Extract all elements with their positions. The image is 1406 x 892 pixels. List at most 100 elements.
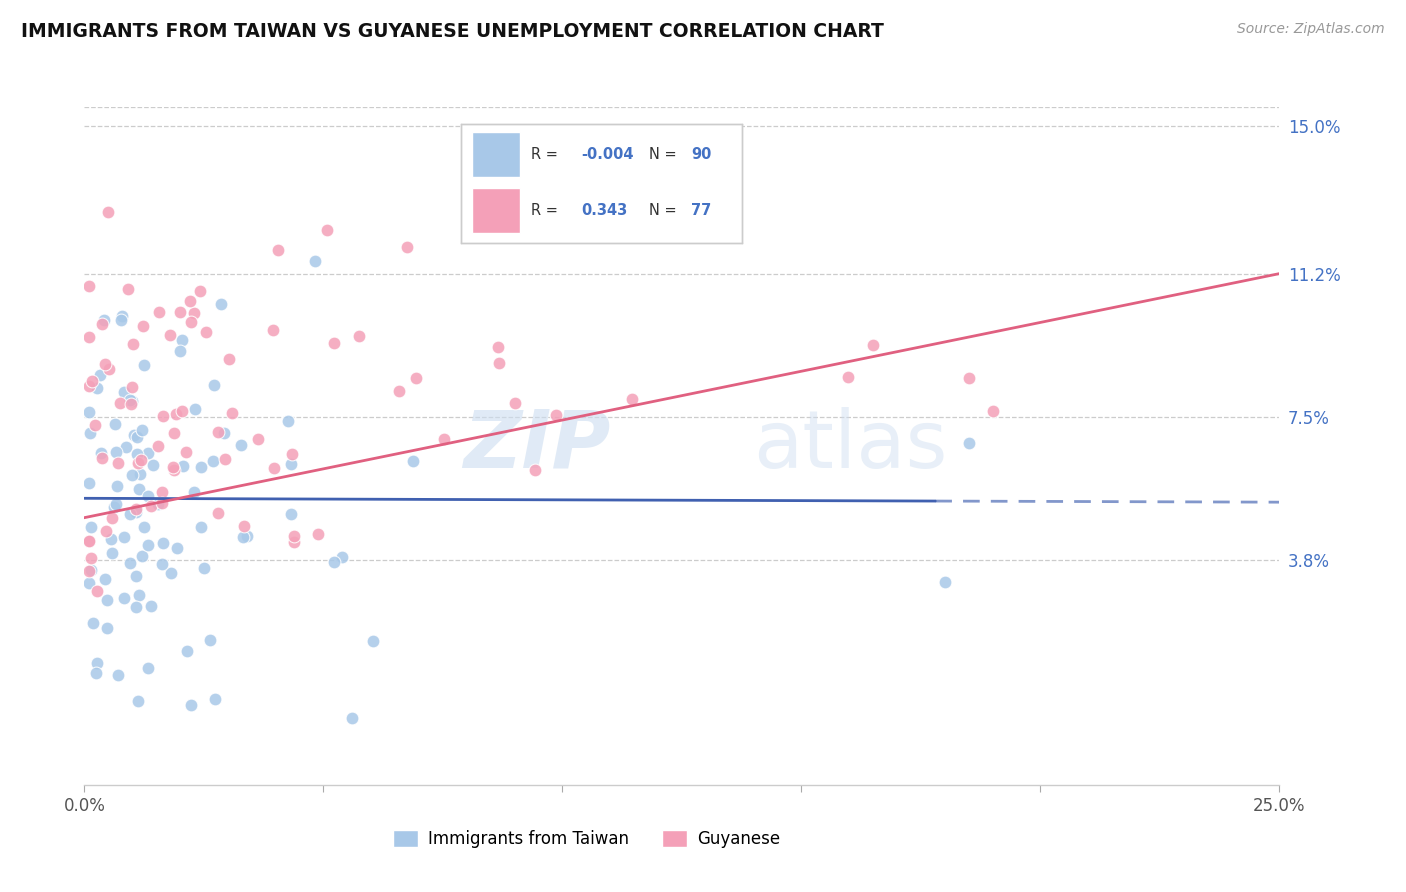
Point: [84, 418, 107, 433]
Point: [263, 461, 285, 475]
Point: [165, 408, 187, 422]
Point: [405, 371, 427, 385]
Point: [98, 361, 121, 376]
Point: [159, 327, 181, 342]
Point: [188, 284, 211, 298]
Point: [82, 615, 104, 630]
Point: [112, 591, 135, 605]
Point: [486, 340, 509, 354]
Point: [80, 551, 103, 566]
Point: [837, 370, 859, 384]
Point: [207, 425, 229, 440]
Point: [82, 374, 104, 388]
Point: [169, 344, 191, 359]
Point: [330, 550, 353, 565]
Point: [120, 392, 142, 407]
Point: [148, 305, 170, 319]
Text: atlas: atlas: [754, 407, 948, 485]
Point: [107, 668, 129, 682]
Point: [280, 508, 302, 522]
Point: [190, 459, 212, 474]
Point: [127, 456, 149, 470]
Point: [105, 445, 128, 459]
Point: [86, 584, 108, 599]
Point: [100, 532, 122, 546]
Point: [114, 530, 136, 544]
Point: [266, 244, 288, 258]
Point: [122, 337, 145, 351]
Point: [128, 482, 150, 496]
Point: [136, 538, 159, 552]
Point: [209, 297, 232, 311]
Point: [150, 485, 173, 500]
Point: [162, 460, 184, 475]
Point: [77, 476, 100, 491]
Point: [172, 333, 194, 347]
Point: [981, 403, 1004, 417]
Point: [120, 397, 142, 411]
Point: [77, 534, 100, 549]
Point: [131, 549, 153, 563]
Point: [184, 402, 207, 417]
Point: [174, 445, 197, 459]
Point: [316, 223, 339, 237]
Point: [201, 454, 224, 468]
Point: [204, 692, 226, 706]
Point: [129, 452, 152, 467]
Point: [183, 484, 205, 499]
Point: [503, 396, 526, 410]
Point: [281, 447, 304, 461]
Text: ZIP: ZIP: [463, 407, 610, 485]
Point: [388, 384, 411, 398]
Point: [91, 450, 114, 465]
Point: [402, 454, 425, 468]
Point: [340, 711, 363, 725]
Point: [121, 380, 143, 394]
Point: [323, 555, 346, 569]
Point: [103, 500, 125, 515]
Point: [180, 315, 202, 329]
Point: [128, 588, 150, 602]
Point: [150, 496, 173, 510]
Point: [96, 621, 118, 635]
Point: [361, 634, 384, 648]
Point: [94, 357, 117, 371]
Point: [97, 204, 120, 219]
Point: [172, 458, 194, 473]
Point: [232, 529, 254, 543]
Point: [77, 405, 100, 419]
Point: [136, 661, 159, 675]
Point: [80, 563, 103, 577]
Point: [117, 282, 139, 296]
Point: [104, 417, 127, 431]
Point: [169, 305, 191, 319]
Point: [112, 384, 135, 399]
Point: [193, 561, 215, 575]
Point: [170, 404, 193, 418]
Point: [200, 632, 222, 647]
Point: [96, 592, 118, 607]
Point: [160, 566, 183, 580]
Point: [176, 644, 198, 658]
Point: [101, 511, 124, 525]
Point: [323, 336, 346, 351]
Point: [89, 368, 111, 383]
Point: [136, 446, 159, 460]
Point: [93, 312, 115, 326]
Point: [125, 569, 148, 583]
Point: [180, 698, 202, 712]
Point: [120, 556, 142, 570]
Point: [214, 426, 236, 441]
Point: [120, 508, 142, 522]
Point: [108, 395, 131, 409]
Point: [127, 447, 149, 461]
Point: [79, 564, 101, 578]
Point: [152, 409, 174, 423]
Point: [86, 665, 108, 680]
Point: [122, 428, 145, 442]
Point: [94, 572, 117, 586]
Point: [229, 438, 252, 452]
Point: [152, 536, 174, 550]
Point: [125, 505, 148, 519]
Point: [146, 497, 169, 511]
